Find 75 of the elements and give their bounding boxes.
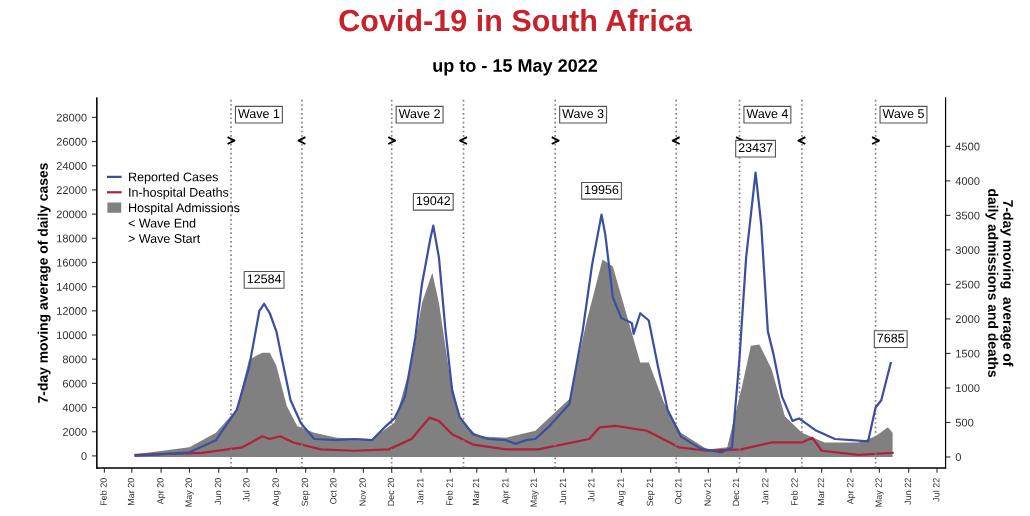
annotation: 23437	[738, 143, 773, 153]
x-tick-label: Jan 22	[762, 478, 769, 505]
y2-tick-label: 4500	[955, 142, 980, 151]
y2-tick-label: 500	[955, 418, 974, 427]
y-axis-title: 7-day moving average of daily cases	[37, 163, 51, 403]
annotation: 7685	[877, 333, 905, 343]
x-tick-label: Jul 20	[242, 478, 250, 502]
x-tick-label: Jan 21	[417, 478, 424, 505]
annotation: < Wave End	[128, 218, 196, 228]
y-tick-label: 18000	[57, 234, 87, 243]
legend-label: Hospital Admissions	[129, 202, 240, 215]
y2-tick-label: 0	[955, 453, 962, 462]
y-tick-label: 4000	[62, 403, 87, 412]
x-tick-label: Dec 21	[732, 478, 740, 506]
ref-line-label: Wave 4	[746, 109, 788, 119]
ref-line-label: Wave 5	[882, 109, 924, 119]
y2-tick-label: 3000	[955, 246, 980, 255]
x-tick-label: May 21	[530, 478, 539, 507]
x-tick-label: May 20	[185, 478, 194, 507]
x-tick-label: Feb 21	[446, 478, 453, 506]
y2-tick-label: 1500	[956, 349, 980, 358]
x-tick-label: Feb 20	[100, 478, 107, 506]
x-tick-label: Aug 20	[272, 478, 281, 507]
x-tick-label: Mar 20	[127, 478, 135, 506]
x-tick-label: Mar 21	[472, 478, 480, 506]
annotation: > Wave Start	[128, 234, 201, 243]
x-tick-label: Sep 20	[301, 478, 310, 506]
x-tick-label: Sep 21	[646, 478, 655, 506]
y-tick-label: 14000	[57, 282, 87, 291]
y-tick-label: 22000	[56, 186, 87, 195]
x-tick-label: Jun 22	[904, 478, 912, 505]
y2-tick-label: 2500	[955, 280, 980, 289]
x-tick-label: Jul 22	[932, 478, 940, 502]
y-tick-label: 6000	[62, 379, 87, 388]
legend-label: Reported Cases	[129, 172, 218, 184]
x-tick-label: May 22	[875, 478, 884, 507]
x-tick-label: Apr 22	[847, 478, 856, 505]
y-tick-label: 24000	[56, 162, 87, 170]
annotation: 19956	[585, 185, 619, 195]
ref-line-label: Wave 1	[238, 109, 280, 119]
x-tick-label: Jun 20	[214, 478, 222, 505]
x-tick-label: Oct 21	[675, 478, 682, 504]
x-tick-label: Aug 21	[617, 478, 626, 507]
y2-tick-label: 2000	[955, 315, 980, 324]
x-tick-label: Apr 20	[157, 478, 166, 505]
y-tick-label: 20000	[56, 210, 87, 219]
x-tick-label: Jul 21	[587, 478, 595, 502]
y-tick-label: 26000	[56, 137, 87, 146]
chart-title: Covid-19 in South Africa	[339, 8, 693, 32]
x-tick-label: Jun 21	[559, 478, 567, 505]
y-tick-label: 28000	[56, 113, 87, 122]
annotation: 12584	[247, 274, 282, 284]
y2-axis-title: 7-day moving average of daily admissions and deaths	[985, 189, 1014, 378]
x-tick-label: Oct 20	[330, 478, 337, 504]
y-tick-label: 8000	[62, 355, 87, 364]
x-tick-label: Dec 20	[387, 478, 395, 506]
y-tick-label: 0	[81, 452, 87, 461]
y-tick-label: 12000	[57, 307, 87, 315]
y2-tick-label: 4000	[955, 177, 980, 185]
legend-label: In-hospital Deaths	[129, 187, 229, 200]
line-series	[134, 416, 894, 457]
y2-tick-label: 1000	[956, 384, 980, 393]
annotation: 19042	[416, 196, 451, 206]
y-tick-label: 16000	[57, 258, 87, 267]
y2-tick-label: 3500	[955, 211, 980, 220]
x-tick-label: Feb 22	[791, 478, 798, 506]
chart-subtitle: up to - 15 May 2022	[433, 59, 598, 76]
x-tick-label: Apr 21	[502, 478, 511, 505]
x-tick-label: Nov 21	[704, 478, 711, 506]
ref-line-label: Wave 2	[398, 109, 440, 119]
y-tick-label: 10000	[57, 331, 87, 340]
x-tick-label: Mar 22	[817, 478, 825, 506]
x-tick-label: Nov 20	[359, 478, 366, 506]
ref-line-label: Wave 3	[562, 109, 604, 119]
y-tick-label: 2000	[62, 428, 87, 436]
